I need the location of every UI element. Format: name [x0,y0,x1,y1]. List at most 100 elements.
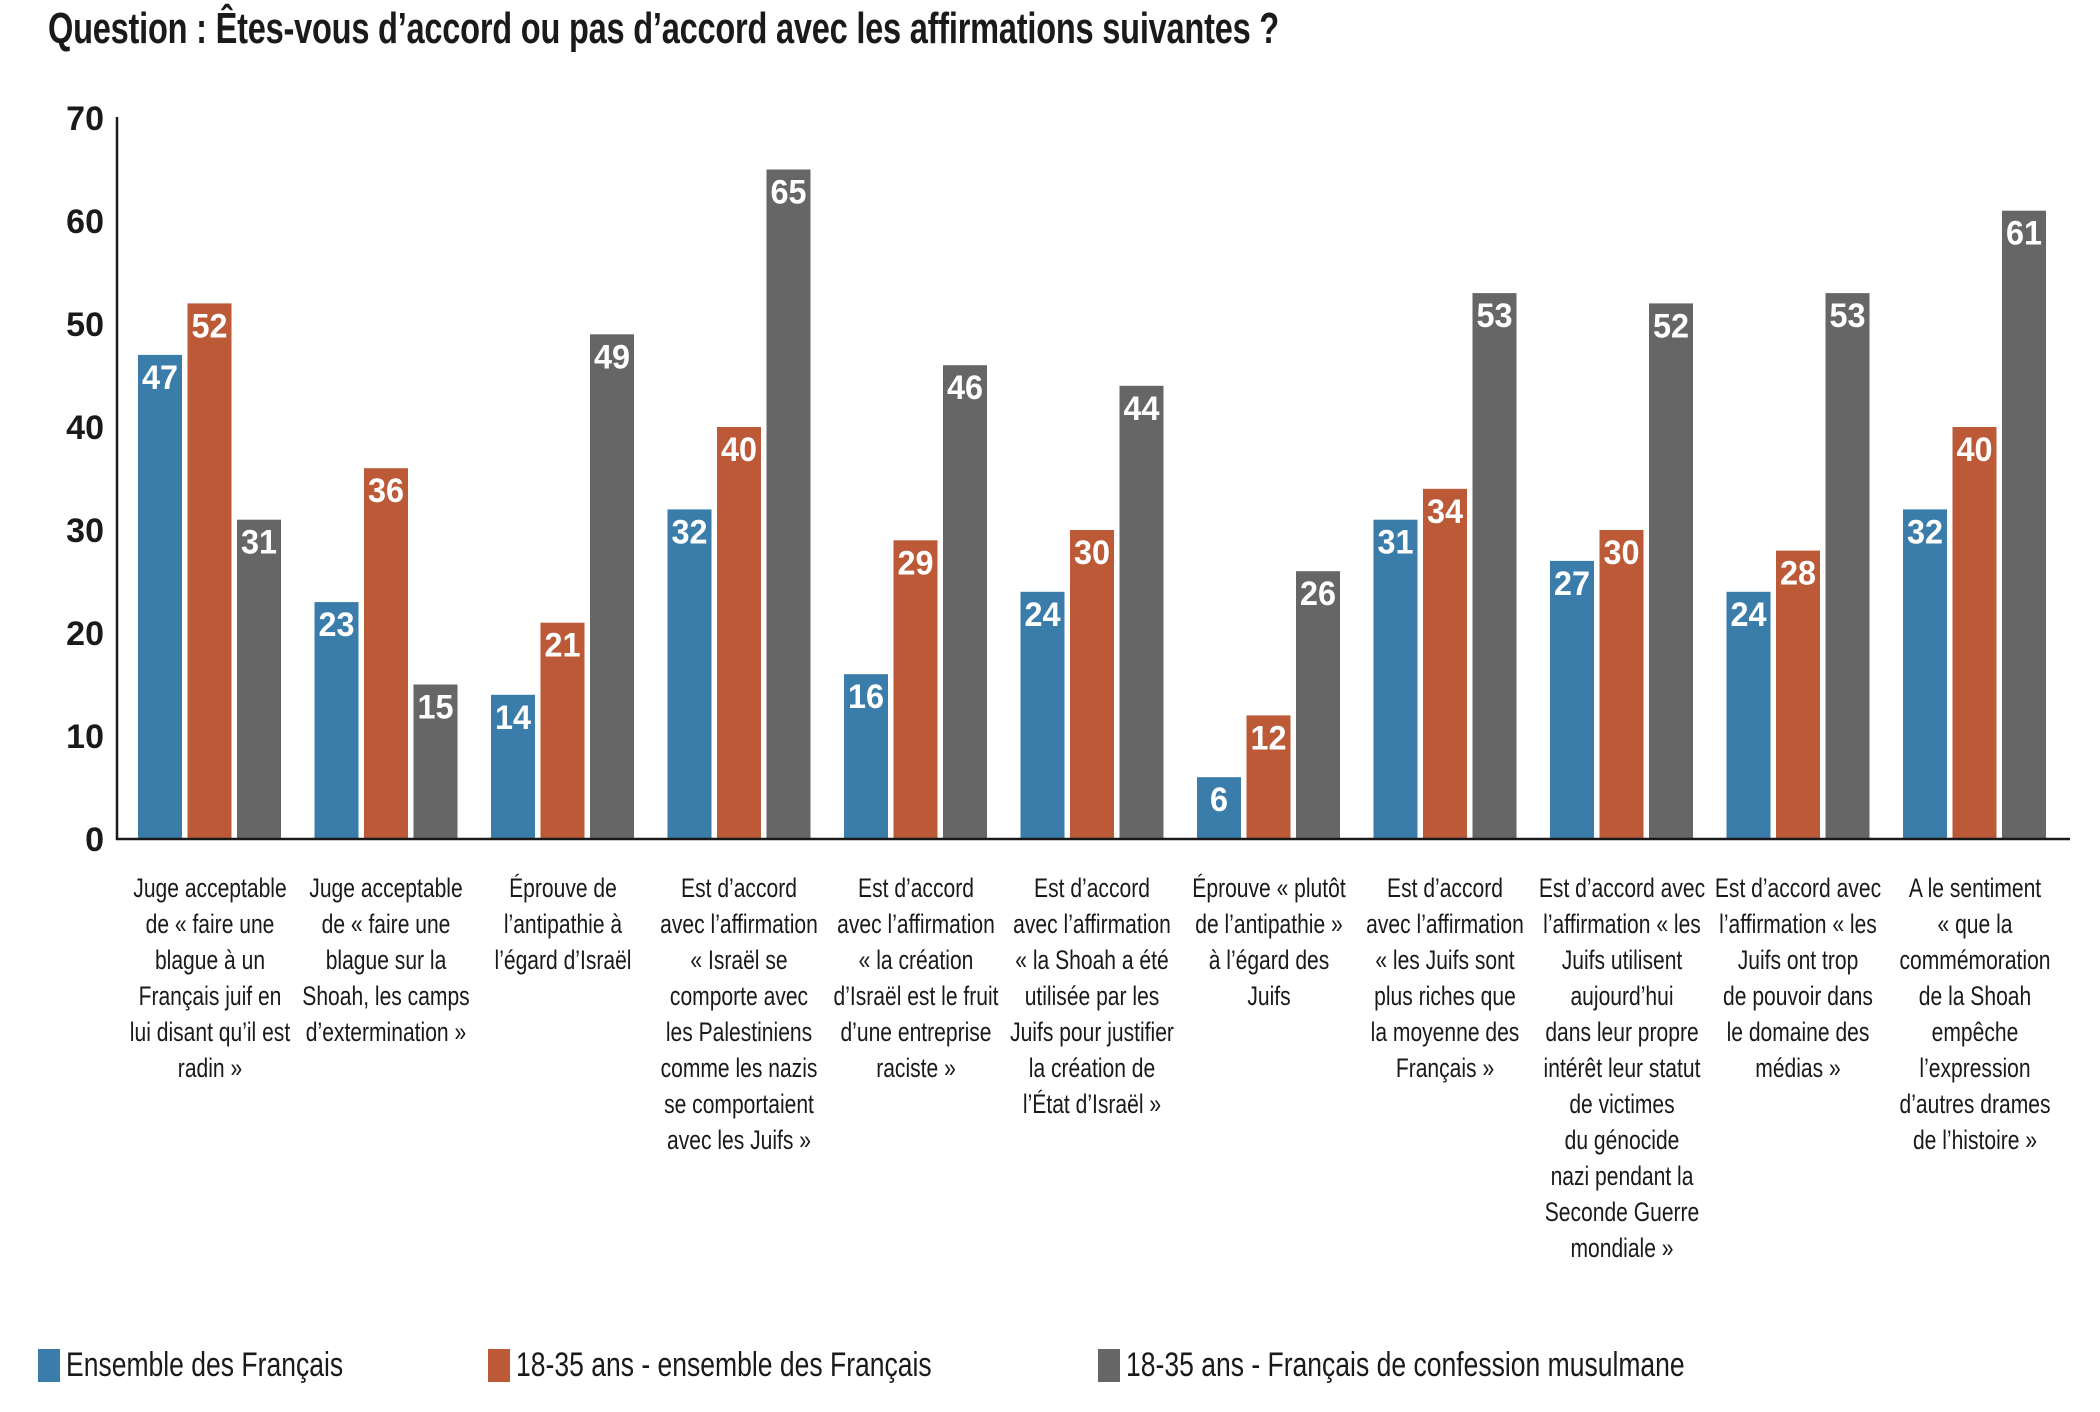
y-tick-label: 20 [66,615,104,653]
bar [1550,560,1594,839]
bar [844,674,888,839]
bar [413,684,458,839]
x-category-label: Est d’accord avec l’affirmation « la cré… [806,870,1026,1086]
bar-value-label: 30 [1074,534,1110,572]
y-tick-label: 10 [66,718,104,756]
x-category-label-text: Est d’accord avec l’affirmation « Israël… [660,873,818,1155]
bar-group: 27 30 52 [1550,303,1693,839]
x-category-label-text: Est d’accord avec l’affirmation « les Ju… [1714,873,1882,1083]
bar [1423,488,1467,839]
bar-value-label: 31 [241,524,277,562]
bar-value-label: 53 [1477,297,1513,335]
legend-label: 18-35 ans - ensemble des Français [516,1345,932,1384]
bar-value-label: 31 [1378,524,1414,562]
bar [1649,303,1693,839]
x-category-label: Juge acceptable de « faire une blague à … [100,870,320,1086]
bar-value-label: 40 [721,431,757,469]
bar-value-label: 16 [848,678,884,716]
legend-item: 18-35 ans - Français de confession musul… [1098,1345,1842,1385]
bar [1726,591,1771,839]
bar-value-label: 23 [319,606,355,644]
x-category-label: Est d’accord avec l’affirmation « Israël… [629,870,849,1158]
x-category-label-text: Est d’accord avec l’affirmation « la cré… [832,873,999,1083]
bar [1472,293,1517,840]
bar-value-label: 12 [1251,719,1287,757]
legend-item: 18-35 ans - ensemble des Français [488,1345,1049,1385]
bar-value-label: 52 [1653,307,1689,345]
bar [1119,385,1164,839]
bar [943,365,987,839]
legend-swatch [38,1348,60,1382]
bar [1903,509,1947,839]
bar [187,303,232,839]
x-category-label: A le sentiment « que la commémoration de… [1865,870,2085,1158]
bar-value-label: 65 [771,174,807,212]
bar-group: 24 30 44 [1020,385,1164,839]
y-tick-label: 60 [66,203,104,241]
bars-layer: 47 52 31 23 36 15 14 21 49 32 40 65 16 29 46 24 30 44 6 12 2… [138,169,2046,840]
x-category-label-text: A le sentiment « que la commémoration de… [1898,873,2051,1155]
bar [1296,571,1340,839]
bar-group: 24 28 53 [1726,293,1870,840]
bar-value-label: 6 [1210,781,1228,819]
bar-value-label: 29 [898,544,934,582]
bar-value-label: 46 [947,369,983,407]
x-category-label-text: Est d’accord avec l’affirmation « la Sho… [1010,873,1174,1119]
bar-value-label: 52 [192,307,228,345]
bar-value-label: 40 [1957,431,1993,469]
bar-value-label: 24 [1731,596,1767,634]
y-tick-label: 50 [66,306,104,344]
bar-group: 6 12 26 [1197,571,1340,839]
x-category-label-text: Éprouve « plutôt de l’antipathie » à l’é… [1191,873,1346,1011]
bar-group: 31 34 53 [1373,293,1517,840]
bar-value-label: 53 [1830,297,1866,335]
x-category-label-text: Juge acceptable de « faire une blague à … [129,873,290,1083]
bar-value-label: 34 [1427,493,1463,531]
bar-value-label: 49 [594,338,630,376]
bar [314,602,359,839]
bar [893,540,938,839]
bar-value-label: 30 [1604,534,1640,572]
bar-value-label: 32 [672,513,708,551]
y-tick-label: 0 [85,821,104,859]
bar-group: 23 36 15 [314,468,458,839]
bar [717,427,761,839]
bar [590,334,634,839]
x-category-label: Est d’accord avec l’affirmation « la Sho… [982,870,1202,1122]
bar [1776,550,1820,839]
legend-item: Ensemble des Français [38,1345,421,1385]
bar-value-label: 61 [2006,215,2042,253]
x-category-label: Est d’accord avec l’affirmation « les Ju… [1512,870,1732,1266]
bar-value-label: 21 [545,627,581,665]
bar [491,694,535,839]
y-tick-label: 40 [66,409,104,447]
x-category-label: Est d’accord avec l’affirmation « les Ju… [1335,870,1555,1086]
x-category-label: Éprouve « plutôt de l’antipathie » à l’é… [1159,870,1379,1014]
bar [2002,210,2046,839]
bar [667,509,712,839]
bar [1373,519,1418,839]
y-axis-ticks: 0 10 20 30 40 50 60 70 [66,100,104,859]
bar [1599,530,1644,839]
bar-group: 32 40 65 [667,169,811,839]
bar-group: 16 29 46 [844,365,987,839]
legend-label: 18-35 ans - Français de confession musul… [1126,1345,1685,1384]
x-category-label: Est d’accord avec l’affirmation « les Ju… [1688,870,1908,1086]
bar [540,622,585,839]
bar [364,468,408,839]
bar-value-label: 15 [418,689,454,727]
bar-group: 47 52 31 [138,303,281,839]
y-tick-label: 70 [66,100,104,138]
x-category-label: Éprouve de l’antipathie à l’égard d’Isra… [453,870,673,978]
x-category-label-text: Éprouve de l’antipathie à l’égard d’Isra… [494,873,631,975]
bar [1070,530,1114,839]
legend-swatch [488,1348,510,1382]
bar-value-label: 32 [1907,513,1943,551]
bar [766,169,811,839]
x-category-label-text: Est d’accord avec l’affirmation « les Ju… [1366,873,1524,1083]
y-tick-label: 30 [66,512,104,550]
bar [1197,777,1241,839]
bar [1952,427,1997,839]
x-category-label: Juge acceptable de « faire une blague su… [276,870,496,1050]
